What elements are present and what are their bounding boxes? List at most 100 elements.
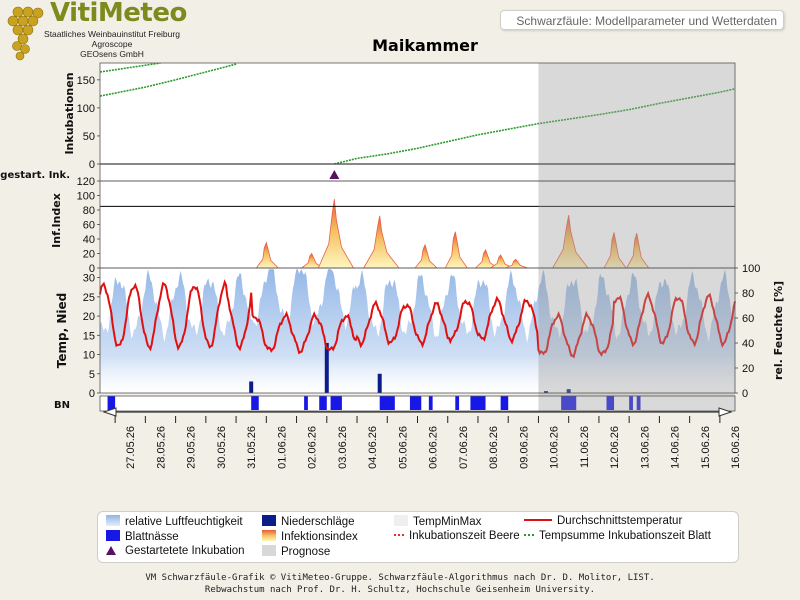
- triangle-legend-icon: [106, 546, 116, 555]
- average-temperature-line: [99, 279, 736, 359]
- leaf-wetness-bar: [379, 396, 395, 410]
- infection-axis-label: Inf.Index: [50, 193, 63, 248]
- legend-item: TempMinMax: [394, 515, 481, 528]
- legend-item: Prognose: [262, 545, 330, 558]
- leaf-wetness-bar: [470, 396, 486, 410]
- date-tick-label: 15.06.26: [700, 426, 712, 469]
- logo-line-agroscope: Agroscope: [91, 39, 133, 49]
- started-panel: [100, 164, 735, 181]
- precipitation-bar: [324, 343, 329, 393]
- legend-item: Tempsumme Inkubationszeit Blatt: [524, 530, 711, 542]
- temperature-tick-label: 20: [83, 311, 95, 323]
- legend-item: Blattnässe: [106, 530, 179, 543]
- infection-tick-label: 100: [77, 191, 95, 203]
- legend-label: TempMinMax: [413, 516, 482, 528]
- leaf-wetness-bar: [629, 396, 633, 410]
- leaf-wetness-bar: [561, 396, 577, 410]
- temperature-tick-label: 0: [89, 388, 95, 400]
- panel-border: [99, 395, 736, 412]
- leaf-wetness-bar: [636, 396, 641, 410]
- date-tick-label: 16.06.26: [730, 426, 742, 469]
- infection-legend-icon: [262, 530, 276, 541]
- temperature-axis-label: Temp, Nied: [55, 293, 69, 368]
- infection-tick-label: 40: [83, 234, 95, 246]
- humidity-tick-label: 0: [742, 388, 748, 400]
- chart-title: Maikammer: [372, 36, 478, 55]
- dot-legend-icon: [524, 532, 534, 536]
- scroll-right-icon[interactable]: [718, 407, 733, 417]
- legend-label: relative Luftfeuchtigkeit: [125, 516, 243, 528]
- logo-line-institute: Staatliches Weinbauinstitut Freiburg: [44, 29, 180, 39]
- legend-item: Durchschnittstemperatur: [524, 515, 682, 527]
- date-tick-label: 09.06.26: [518, 426, 530, 469]
- vitimeteo-logo: VitiMeteo Staatliches Weinbauinstitut Fr…: [4, 0, 194, 62]
- legend-item: Gestartetete Inkubation: [106, 545, 245, 557]
- legend-label: Inkubationszeit Beere: [409, 530, 520, 542]
- infection-panel: [100, 181, 735, 268]
- humidity-tick-label: 80: [742, 288, 754, 300]
- date-tick-label: 02.06.26: [307, 426, 319, 469]
- infection-peak: [444, 231, 469, 269]
- date-tick-label: 07.06.26: [458, 426, 470, 469]
- legend-label: Niederschläge: [281, 516, 355, 528]
- infection-tick-label: 0: [89, 263, 95, 275]
- infection-peak: [505, 258, 528, 269]
- grape-icon: [7, 6, 44, 61]
- temperature-tick-label: 10: [83, 350, 95, 362]
- leaf-wetness-bar: [500, 396, 509, 410]
- dot-legend-icon: [394, 532, 404, 536]
- date-tick-label: 04.06.26: [367, 426, 379, 469]
- leaf-wetness-bar: [251, 396, 259, 410]
- infection-peak: [363, 215, 400, 269]
- date-tick-label: 11.06.26: [579, 426, 591, 468]
- precipitation-bar: [249, 381, 254, 393]
- leaf-wetness-bar: [428, 396, 433, 410]
- leaf-wetness-bar: [330, 396, 342, 410]
- legend-item: Infektionsindex: [262, 530, 358, 543]
- footer-line-1: VM Schwarzfäule-Grafik © VitiMeteo-Grupp…: [145, 573, 655, 583]
- leaf-wetness-axis-label: BN: [54, 400, 70, 411]
- incubation-tick-label: 0: [89, 159, 95, 171]
- leaf-wetness-bar: [107, 396, 116, 410]
- legend-label: Infektionsindex: [281, 531, 358, 543]
- scroll-left-icon[interactable]: [102, 407, 117, 417]
- incubation-tick-label: 50: [83, 131, 95, 143]
- infection-peak: [255, 241, 280, 269]
- legend: relative Luftfeuchtigkeit Niederschläge Te…: [97, 511, 739, 563]
- legend-label: Durchschnittstemperatur: [557, 515, 683, 527]
- legend-item: relative Luftfeuchtigkeit: [106, 515, 243, 528]
- date-tick-label: 03.06.26: [337, 426, 349, 469]
- date-tick-label: 05.06.26: [397, 426, 409, 469]
- legend-item: Inkubationszeit Beere: [394, 530, 520, 542]
- infection-tick-label: 60: [83, 220, 95, 232]
- logo-line-geosens: GEOsens GmbH: [80, 49, 144, 59]
- date-tick-label: 10.06.26: [549, 426, 561, 469]
- square-legend-icon: [106, 530, 120, 541]
- date-tick-label: 06.06.26: [428, 426, 440, 469]
- humidity-tick-label: 40: [742, 338, 754, 350]
- infection-tick-label: 80: [83, 205, 95, 217]
- leaf-wetness-bar: [455, 396, 460, 410]
- legend-label: Blattnässe: [125, 531, 179, 543]
- footer: VM Schwarzfäule-Grafik © VitiMeteo-Grupp…: [0, 572, 800, 596]
- date-tick-label: 29.05.26: [186, 426, 198, 469]
- humidity-tick-label: 100: [742, 263, 760, 275]
- infection-peak: [552, 215, 589, 269]
- prognosis-shade: [538, 63, 735, 411]
- precipitation-bar: [377, 373, 382, 393]
- precipitation-bar: [544, 391, 549, 393]
- date-tick-label: 28.05.26: [155, 426, 167, 469]
- humidity-legend-icon: [106, 515, 120, 526]
- infection-peak: [603, 232, 627, 269]
- temperature-tick-label: 25: [83, 292, 95, 304]
- leaf-wetness-bar: [319, 396, 327, 410]
- legend-label: Prognose: [281, 546, 331, 558]
- infection-peak: [414, 243, 439, 269]
- incubation-series-1: [100, 63, 161, 73]
- incubation-series-0: [100, 63, 237, 97]
- humidity-area: [100, 269, 735, 393]
- legend-label: Gestartetete Inkubation: [125, 545, 245, 557]
- legend-item: Niederschläge: [262, 515, 355, 528]
- date-tick-label: 01.06.26: [276, 426, 288, 469]
- line-legend-icon: [524, 519, 552, 521]
